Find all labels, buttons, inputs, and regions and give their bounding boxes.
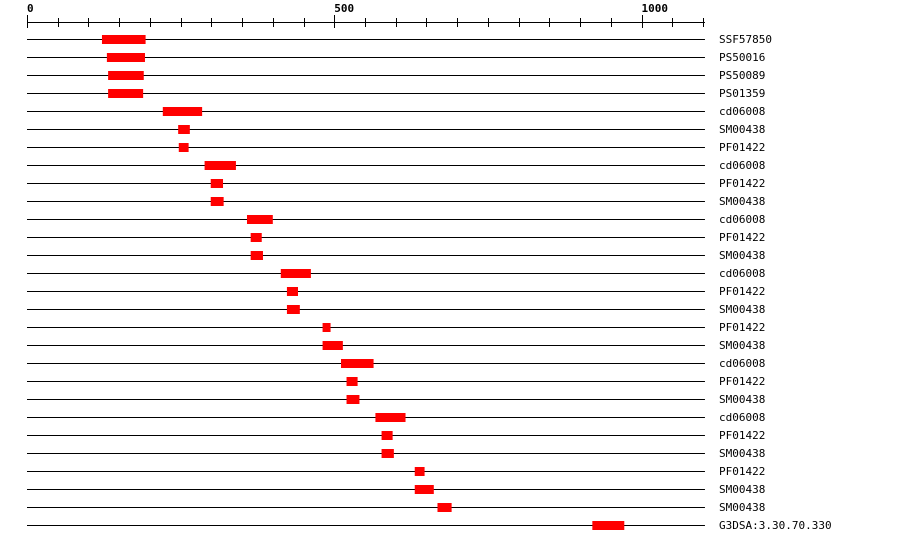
feature-bar bbox=[322, 323, 331, 332]
feature-track: cd06008 bbox=[27, 267, 765, 280]
axis-tick-label: 1000 bbox=[642, 2, 669, 15]
feature-bar bbox=[592, 521, 625, 530]
feature-bar bbox=[101, 35, 146, 44]
track-label: SM00438 bbox=[719, 501, 765, 514]
feature-track: SM00438 bbox=[27, 393, 765, 406]
axis-tick-label: 0 bbox=[27, 2, 34, 15]
feature-track: SM00438 bbox=[27, 447, 765, 460]
feature-track: PF01422 bbox=[27, 321, 765, 334]
track-label: SM00438 bbox=[719, 339, 765, 352]
feature-bar bbox=[286, 287, 298, 296]
track-label: SM00438 bbox=[719, 447, 765, 460]
track-label: cd06008 bbox=[719, 411, 765, 424]
feature-bar bbox=[381, 449, 394, 458]
feature-bar bbox=[414, 485, 434, 494]
track-label: cd06008 bbox=[719, 105, 765, 118]
track-label: PF01422 bbox=[719, 177, 765, 190]
feature-bar bbox=[322, 341, 343, 350]
feature-track: PF01422 bbox=[27, 375, 765, 388]
feature-bar bbox=[346, 377, 358, 386]
track-label: PS50089 bbox=[719, 69, 765, 82]
feature-track: SM00438 bbox=[27, 123, 765, 136]
feature-track: cd06008 bbox=[27, 105, 765, 118]
feature-bar bbox=[250, 251, 263, 260]
position-axis: 0 500 1000 bbox=[27, 2, 705, 28]
feature-track: SM00438 bbox=[27, 483, 765, 496]
feature-bar bbox=[341, 359, 374, 368]
track-label: PF01422 bbox=[719, 321, 765, 334]
track-label: SM00438 bbox=[719, 303, 765, 316]
feature-bar bbox=[437, 503, 452, 512]
feature-bar bbox=[375, 413, 406, 422]
track-label: cd06008 bbox=[719, 357, 765, 370]
feature-track: SM00438 bbox=[27, 195, 765, 208]
feature-track: PS50089 bbox=[27, 69, 765, 82]
feature-bar bbox=[246, 215, 273, 224]
track-label: SM00438 bbox=[719, 195, 765, 208]
feature-bar bbox=[280, 269, 311, 278]
track-label: PS01359 bbox=[719, 87, 765, 100]
track-label: SM00438 bbox=[719, 393, 765, 406]
feature-bar bbox=[210, 197, 224, 206]
feature-tracks: SSF57850 PS50016 PS50089 PS01359 cd06008 SM00… bbox=[27, 33, 832, 532]
feature-bar bbox=[286, 305, 300, 314]
track-label: PF01422 bbox=[719, 465, 765, 478]
feature-track: PS50016 bbox=[27, 51, 765, 64]
track-label: PF01422 bbox=[719, 231, 765, 244]
track-label: SSF57850 bbox=[719, 33, 772, 46]
feature-track: PF01422 bbox=[27, 231, 765, 244]
feature-track: SSF57850 bbox=[27, 33, 772, 46]
feature-track: PS01359 bbox=[27, 87, 765, 100]
feature-bar bbox=[108, 89, 144, 98]
feature-track: SM00438 bbox=[27, 339, 765, 352]
feature-track: SM00438 bbox=[27, 249, 765, 262]
feature-track: cd06008 bbox=[27, 357, 765, 370]
axis-tick-label: 500 bbox=[334, 2, 354, 15]
feature-track: cd06008 bbox=[27, 159, 765, 172]
feature-bar bbox=[210, 179, 224, 188]
feature-bar bbox=[108, 71, 144, 80]
track-label: PF01422 bbox=[719, 375, 765, 388]
feature-bar bbox=[346, 395, 360, 404]
track-label: G3DSA:3.30.70.330 bbox=[719, 519, 832, 532]
track-label: PF01422 bbox=[719, 429, 765, 442]
track-label: PF01422 bbox=[719, 141, 765, 154]
feature-bar bbox=[178, 143, 189, 152]
track-label: SM00438 bbox=[719, 483, 765, 496]
feature-track: PF01422 bbox=[27, 141, 765, 154]
feature-track: SM00438 bbox=[27, 303, 765, 316]
feature-bar bbox=[178, 125, 190, 134]
feature-track: PF01422 bbox=[27, 465, 765, 478]
feature-bar bbox=[204, 161, 236, 170]
feature-bar bbox=[414, 467, 425, 476]
feature-track: PF01422 bbox=[27, 429, 765, 442]
track-label: SM00438 bbox=[719, 249, 765, 262]
feature-bar bbox=[106, 53, 145, 62]
track-label: cd06008 bbox=[719, 159, 765, 172]
feature-track: PF01422 bbox=[27, 285, 765, 298]
track-label: SM00438 bbox=[719, 123, 765, 136]
feature-track: PF01422 bbox=[27, 177, 765, 190]
track-label: PS50016 bbox=[719, 51, 765, 64]
feature-bar bbox=[250, 233, 262, 242]
track-label: PF01422 bbox=[719, 285, 765, 298]
feature-track: G3DSA:3.30.70.330 bbox=[27, 519, 832, 532]
feature-bar bbox=[381, 431, 393, 440]
feature-bar bbox=[162, 107, 203, 116]
track-label: cd06008 bbox=[719, 267, 765, 280]
track-label: cd06008 bbox=[719, 213, 765, 226]
feature-track: SM00438 bbox=[27, 501, 765, 514]
feature-track: cd06008 bbox=[27, 411, 765, 424]
feature-track: cd06008 bbox=[27, 213, 765, 226]
